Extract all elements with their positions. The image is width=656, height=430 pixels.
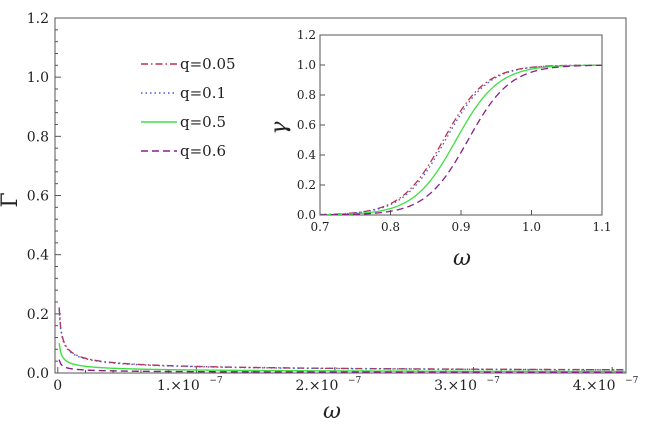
inset-background — [320, 35, 602, 215]
main-series-line — [58, 343, 626, 373]
main-y-tick-label: 0.4 — [27, 248, 49, 264]
main-x-tick-label: 3.×10 — [434, 378, 477, 394]
inset-y-tick-label: 1.0 — [297, 58, 316, 72]
main-y-tick-label: 1.0 — [27, 70, 49, 86]
inset-x-tick-label: 0.7 — [310, 220, 329, 234]
main-x-tick-exponent: −7 — [348, 376, 362, 386]
legend-label: q=0.05 — [180, 55, 236, 73]
main-series-line — [58, 307, 626, 371]
main-y-tick-label: 0.6 — [27, 189, 49, 205]
legend-label: q=0.1 — [180, 84, 226, 102]
main-x-tick-label: 2.×10 — [296, 378, 339, 394]
inset-x-tick-label: 0.8 — [381, 220, 400, 234]
inset-series-line — [320, 64, 602, 215]
main-x-tick-exponent: −7 — [487, 376, 501, 386]
main-y-axis-label: Γ — [0, 192, 23, 207]
inset-y-tick-label: 0.6 — [297, 118, 316, 132]
main-series-line — [58, 309, 626, 371]
main-y-tick-label: 0.8 — [27, 129, 49, 145]
inset-x-axis-label: ω — [453, 246, 471, 271]
legend-label: q=0.6 — [180, 142, 226, 160]
main-series-line — [58, 359, 626, 373]
inset-y-axis-label: γ — [267, 121, 292, 135]
inset-y-tick-label: 1.2 — [297, 28, 316, 42]
main-x-tick-label: 1.×10 — [157, 378, 200, 394]
main-y-tick-label: 0.0 — [27, 366, 49, 382]
inset-x-tick-label: 0.9 — [451, 220, 470, 234]
main-x-tick-exponent: −7 — [209, 376, 223, 386]
inset-y-tick-label: 0.8 — [297, 88, 316, 102]
inset-y-tick-label: 0.0 — [297, 208, 316, 222]
legend-label: q=0.5 — [180, 113, 226, 131]
main-x-axis-label: ω — [323, 399, 341, 424]
inset-y-tick-label: 0.4 — [297, 148, 316, 162]
main-x-tick-label: 4.×10 — [573, 378, 616, 394]
main-x-tick-label: 0 — [53, 378, 62, 394]
inset-x-tick-label: 1.1 — [592, 220, 611, 234]
main-y-tick-label: 1.2 — [27, 11, 49, 27]
inset-series-line — [320, 64, 602, 215]
main-x-tick-exponent: −7 — [625, 376, 639, 386]
inset-y-tick-label: 0.2 — [297, 178, 316, 192]
legend: q=0.05 q=0.1 q=0.5 q=0.6 — [141, 55, 236, 160]
main-y-tick-label: 0.2 — [27, 307, 49, 323]
inset-x-tick-label: 1.0 — [522, 220, 541, 234]
